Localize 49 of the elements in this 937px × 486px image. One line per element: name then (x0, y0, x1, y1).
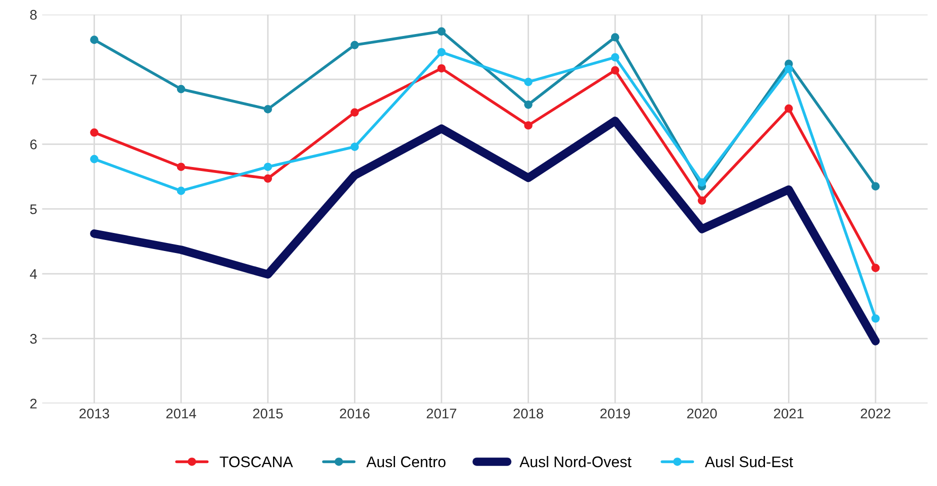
point (698, 178, 706, 187)
point (437, 27, 446, 36)
point (176, 186, 186, 196)
x-tick-label: 2017 (426, 408, 456, 418)
x-tick-label: 2014 (166, 408, 196, 418)
y-tick-label: 8 (30, 10, 37, 20)
point (350, 142, 359, 151)
legend-label: Ausl Nord-Ovest (520, 456, 632, 468)
point (90, 128, 98, 137)
point (610, 66, 620, 74)
point (264, 162, 272, 172)
point (784, 64, 793, 74)
x-tick-label: 2020 (687, 408, 717, 418)
point (524, 121, 532, 130)
legend-label: Ausl Centro (366, 456, 446, 468)
point (90, 154, 98, 164)
x-tick-label: 2015 (253, 408, 283, 418)
y-tick-label: 2 (30, 398, 37, 408)
point (871, 314, 880, 323)
point (264, 105, 272, 114)
y-tick-label: 4 (30, 269, 37, 279)
y-tick-label: 3 (30, 334, 37, 344)
point (437, 48, 446, 56)
x-tick-label: 2019 (600, 408, 630, 418)
point (784, 104, 793, 113)
point (350, 108, 359, 117)
point (176, 162, 186, 172)
point (871, 264, 880, 272)
x-tick-label: 2022 (860, 408, 890, 418)
point (524, 78, 532, 86)
point (90, 36, 98, 44)
y-tick-label: 5 (30, 204, 37, 214)
legend-label: Ausl Sud-Est (704, 456, 794, 468)
y-tick-label: 7 (30, 74, 37, 84)
point (871, 182, 880, 190)
point (698, 196, 706, 205)
x-tick-label: 2021 (774, 408, 804, 418)
point (176, 84, 186, 94)
x-tick-label: 2013 (80, 408, 110, 418)
y-tick-label: 6 (30, 140, 37, 150)
point (610, 33, 620, 42)
x-tick-label: 2016 (340, 408, 370, 418)
point (264, 174, 272, 183)
point (610, 53, 620, 62)
point (350, 40, 359, 50)
point (524, 100, 532, 109)
point (437, 64, 446, 73)
x-tick-label: 2018 (514, 408, 544, 418)
legend-label: TOSCANA (220, 456, 293, 468)
